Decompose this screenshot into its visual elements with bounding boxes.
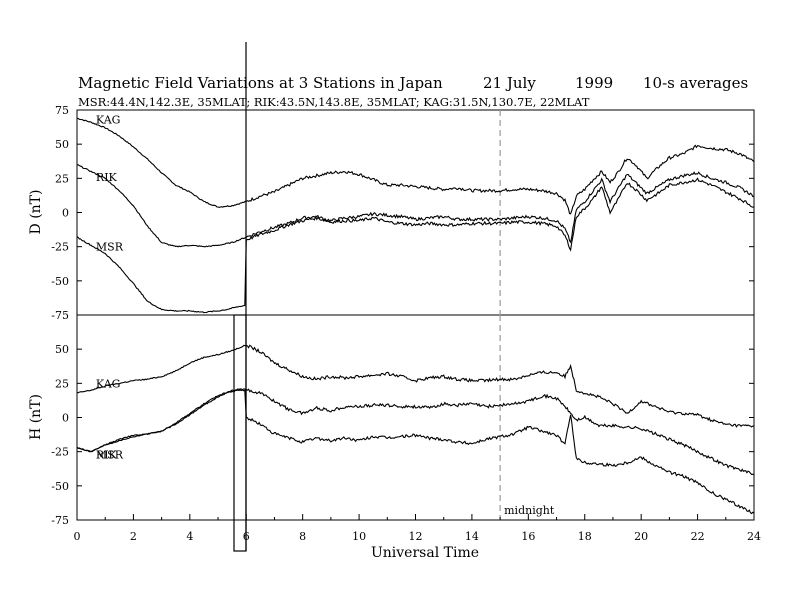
xtick-label: 16 [521, 530, 535, 543]
d-ytick-label: 75 [55, 104, 69, 117]
xtick-label: 8 [299, 530, 306, 543]
h-ytick-label: -25 [51, 446, 69, 459]
xtick-label: 10 [352, 530, 366, 543]
h-series-rik [76, 388, 755, 476]
d-series-kag [76, 117, 755, 215]
d-series-msr [76, 177, 755, 314]
d-station-label-msr: MSR [96, 241, 124, 254]
h-ytick-label: 25 [55, 377, 69, 390]
h-series-msr [76, 389, 755, 515]
d-series-rik [77, 164, 755, 248]
xtick-label: 24 [747, 530, 761, 543]
d-station-label-rik: RIK [96, 171, 118, 184]
h-station-label-msr: MSR [96, 448, 124, 461]
d-ytick-label: 0 [62, 207, 69, 220]
d-ytick-label: 25 [55, 172, 69, 185]
panel-h-frame [76, 314, 755, 521]
panel-d-frame [76, 109, 755, 316]
h-ytick-label: 0 [62, 412, 69, 425]
chart-title: Magnetic Field Variations at 3 Stations … [78, 74, 443, 92]
gap-box [233, 314, 247, 552]
d-ytick-label: 50 [55, 138, 69, 151]
h-axis-label: H (nT) [28, 394, 44, 440]
h-ytick-label: -50 [51, 480, 69, 493]
chart-subtitle: MSR:44.4N,142.3E, 35MLAT; RIK:43.5N,143.… [78, 95, 590, 109]
h-series-kag [77, 344, 755, 428]
xtick-label: 14 [465, 530, 479, 543]
midnight-annotation: midnight [504, 504, 555, 517]
x-axis-label: Universal Time [371, 545, 479, 561]
d-ytick-label: -25 [51, 241, 69, 254]
d-ytick-label: -50 [51, 275, 69, 288]
chart-averaging: 10-s averages [643, 74, 748, 92]
xtick-label: 4 [186, 530, 193, 543]
h-ytick-label: -75 [51, 514, 69, 527]
xtick-label: 2 [130, 530, 137, 543]
xtick-label: 20 [634, 530, 648, 543]
chart-year: 1999 [575, 74, 613, 92]
xtick-label: 0 [74, 530, 81, 543]
d-axis-label: D (nT) [28, 190, 44, 235]
chart-date: 21 July [483, 74, 536, 92]
xtick-label: 18 [578, 530, 592, 543]
h-station-label-rik: RIK [96, 448, 118, 461]
h-station-label-kag: KAG [96, 377, 121, 390]
xtick-label: 12 [409, 530, 423, 543]
xtick-label: 22 [691, 530, 705, 543]
d-station-label-kag: KAG [96, 114, 121, 127]
marks-layer: 7550250-25-50-75KAGRIKMSR50250-25-50-750… [51, 104, 761, 543]
h-ytick-label: 50 [55, 343, 69, 356]
d-ytick-label: -75 [51, 309, 69, 322]
